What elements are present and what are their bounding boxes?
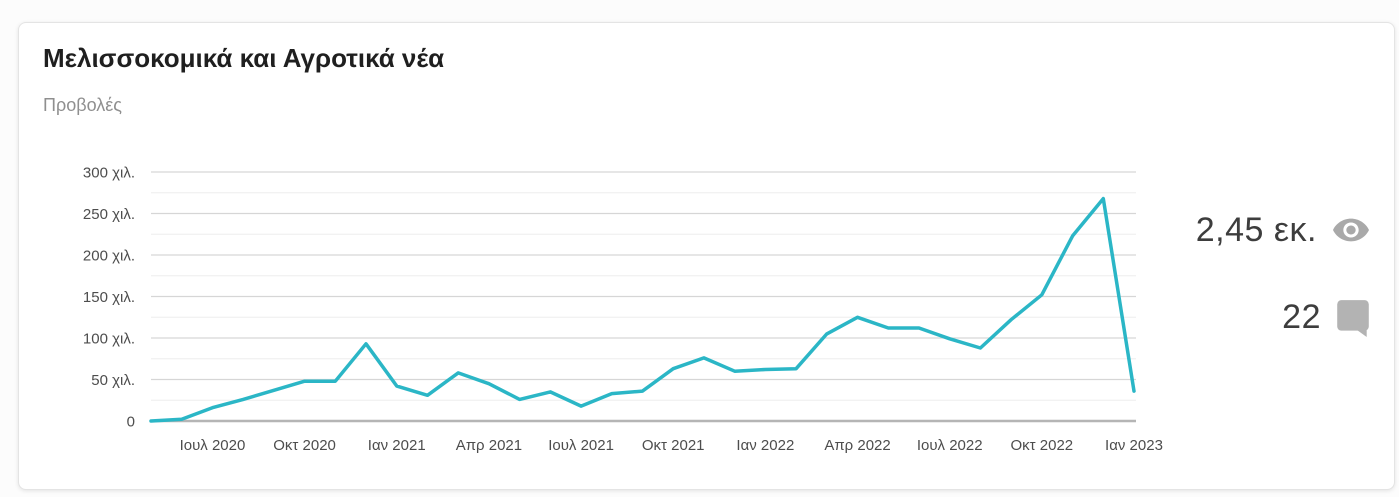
x-tick-label: Ιουλ 2020 <box>180 437 246 454</box>
y-tick-label: 250 χιλ. <box>83 206 135 223</box>
x-tick-label: Ιαν 2021 <box>368 437 426 454</box>
views-count: 2,45 εκ. <box>1195 211 1317 249</box>
views-chart[interactable]: 300 χιλ. 250 χιλ. 200 χιλ. 150 χιλ. 100 χιλ.… <box>61 156 1181 466</box>
y-tick-label: 300 χιλ. <box>83 165 135 182</box>
y-tick-label: 0 <box>127 414 135 431</box>
comments-metric: 22 <box>1282 297 1371 337</box>
x-tick-label: Οκτ 2022 <box>1011 437 1074 454</box>
x-tick-label: Ιαν 2023 <box>1105 437 1163 454</box>
x-tick-label: Απρ 2022 <box>824 437 890 454</box>
views-series-line[interactable] <box>149 196 1136 423</box>
x-tick-label: Οκτ 2021 <box>642 437 705 454</box>
chart-metric-label: Προβολές <box>43 95 122 115</box>
views-line-chart[interactable]: 300 χιλ. 250 χιλ. 200 χιλ. 150 χιλ. 100 χιλ.… <box>61 156 1181 466</box>
y-tick-label: 100 χιλ. <box>83 331 135 348</box>
comment-icon <box>1337 300 1369 337</box>
x-tick-label: Ιαν 2022 <box>736 437 794 454</box>
x-tick-label: Ιουλ 2021 <box>548 437 614 454</box>
x-tick-label: Ιουλ 2022 <box>917 437 983 454</box>
y-tick-label: 200 χιλ. <box>83 248 135 265</box>
analytics-card: Μελισσοκομικά και Αγροτικά νέα Προβολές … <box>18 22 1395 490</box>
y-tick-label: 50 χιλ. <box>91 372 135 389</box>
x-tick-label: Απρ 2021 <box>456 437 522 454</box>
page-title: Μελισσοκομικά και Αγροτικά νέα <box>43 43 445 73</box>
y-tick-label: 150 χιλ. <box>83 289 135 306</box>
eye-icon <box>1333 218 1369 242</box>
comments-count: 22 <box>1282 298 1321 336</box>
views-metric: 2,45 εκ. <box>1196 210 1371 250</box>
x-tick-label: Οκτ 2020 <box>273 437 336 454</box>
